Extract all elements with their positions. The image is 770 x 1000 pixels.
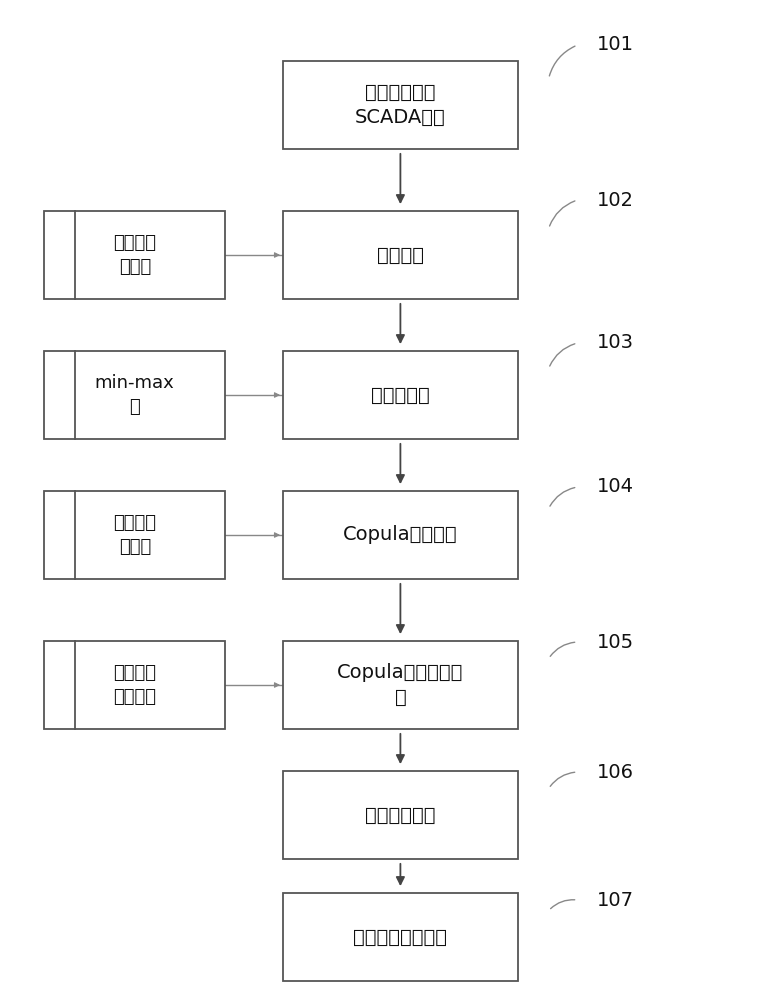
Text: 104: 104 <box>597 478 634 496</box>
FancyBboxPatch shape <box>283 771 518 859</box>
Text: 数据标准化: 数据标准化 <box>371 385 430 404</box>
Text: min-max
法: min-max 法 <box>95 374 175 416</box>
Text: 107: 107 <box>597 890 634 910</box>
Text: 105: 105 <box>597 633 634 652</box>
FancyBboxPatch shape <box>283 351 518 439</box>
Text: 102: 102 <box>597 190 634 210</box>
Text: 103: 103 <box>597 334 634 353</box>
Text: 分位数离
群值法: 分位数离 群值法 <box>113 234 156 276</box>
Text: 经验分布
函数法: 经验分布 函数法 <box>113 514 156 556</box>
Text: 101: 101 <box>597 35 634 54</box>
FancyBboxPatch shape <box>44 491 225 579</box>
Text: 互信息值计算: 互信息值计算 <box>365 806 436 824</box>
FancyBboxPatch shape <box>283 61 518 149</box>
FancyBboxPatch shape <box>283 893 518 981</box>
Text: 106: 106 <box>597 762 634 782</box>
FancyBboxPatch shape <box>44 351 225 439</box>
Text: Copula密度函数计
算: Copula密度函数计 算 <box>337 663 464 707</box>
FancyBboxPatch shape <box>44 641 225 729</box>
Text: 核密度函
数估计法: 核密度函 数估计法 <box>113 664 156 706</box>
Text: 数据过滤: 数据过滤 <box>377 245 424 264</box>
Text: 原始风电机组
SCADA数据: 原始风电机组 SCADA数据 <box>355 83 446 127</box>
FancyBboxPatch shape <box>283 211 518 299</box>
FancyBboxPatch shape <box>283 491 518 579</box>
FancyBboxPatch shape <box>44 211 225 299</box>
Text: 互信息值降序排序: 互信息值降序排序 <box>353 928 447 946</box>
FancyBboxPatch shape <box>283 641 518 729</box>
Text: Copula函数计算: Copula函数计算 <box>343 526 457 544</box>
